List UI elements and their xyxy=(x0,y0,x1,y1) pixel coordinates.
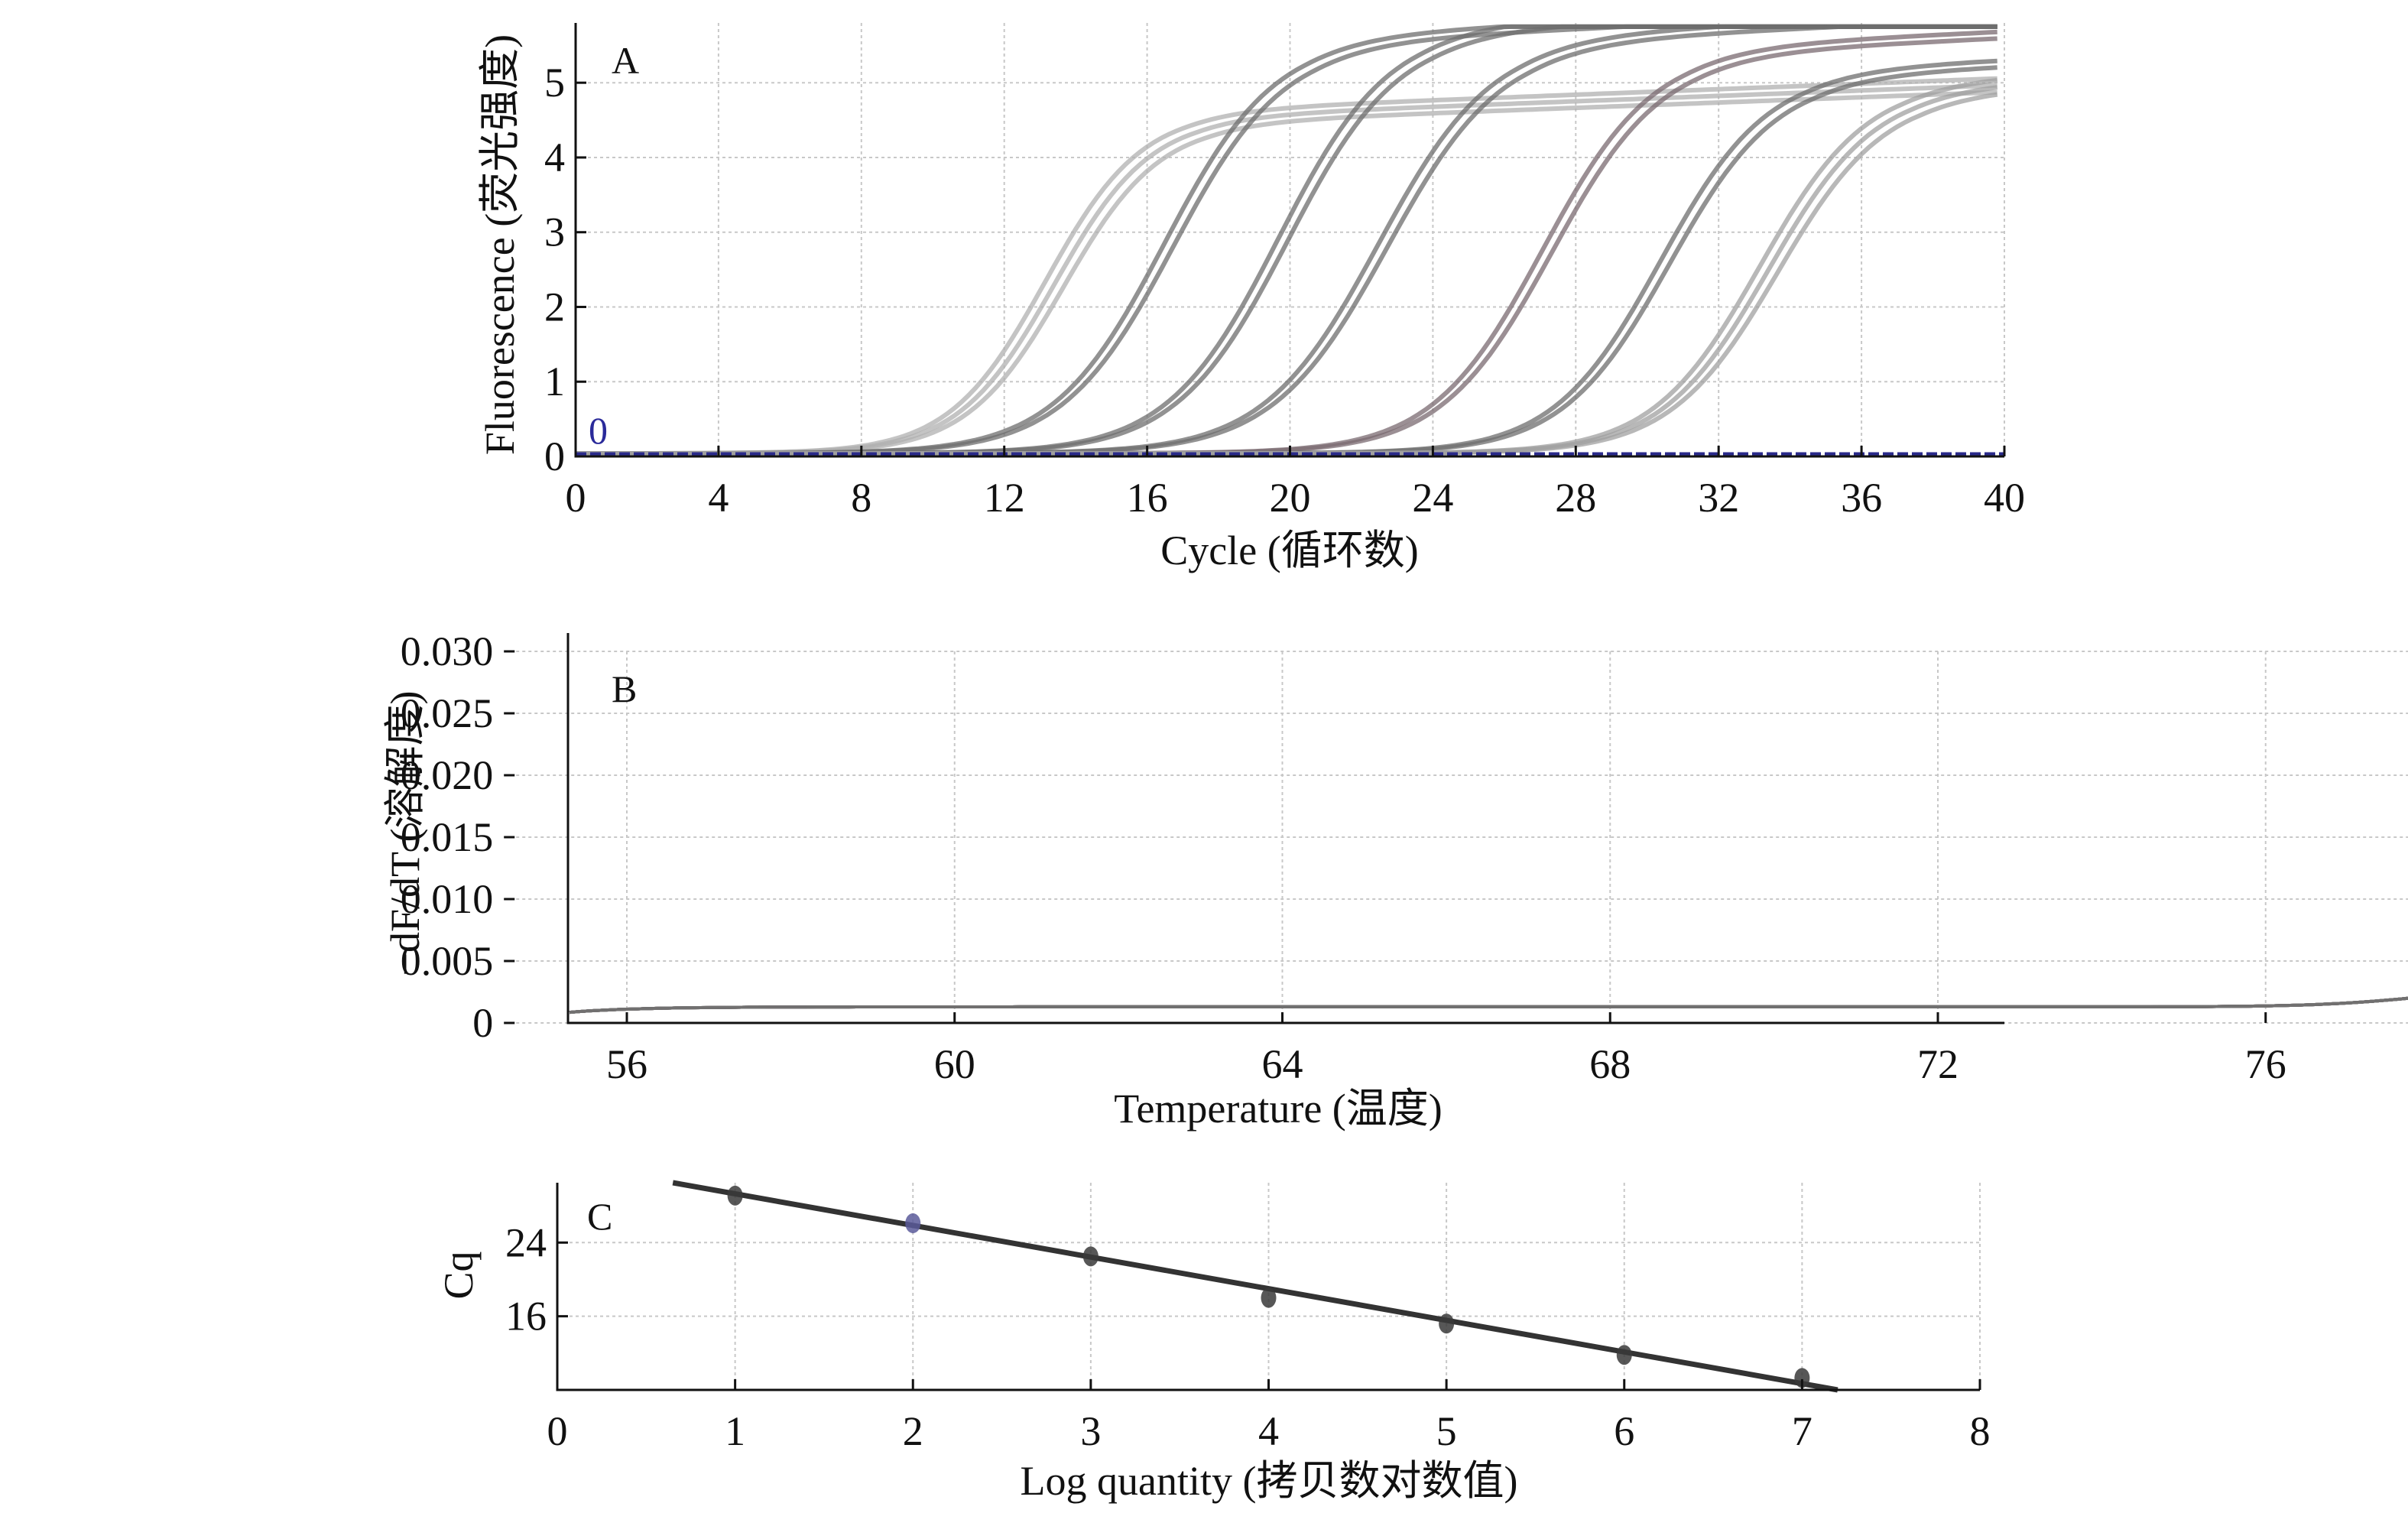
melt-curve xyxy=(569,996,2408,1015)
melt-curve xyxy=(569,996,2408,1015)
x-tick-label: 36 xyxy=(1841,475,1882,521)
x-tick-label: 0 xyxy=(547,1408,568,1454)
x-tick-label: 4 xyxy=(1258,1408,1279,1454)
x-tick-label: 3 xyxy=(1080,1408,1101,1454)
x-tick-label: 24 xyxy=(1412,475,1453,521)
panel-a-label: A xyxy=(612,39,639,82)
panel-b-melt-curve: 566064687276808488929600.0050.0100.0150.… xyxy=(382,628,2408,1132)
y-tick-label: 0 xyxy=(544,433,565,479)
y-tick-label: 0.015 xyxy=(401,814,494,860)
y-tick-label: 0.030 xyxy=(401,628,494,674)
y-tick-label: 1 xyxy=(544,359,565,404)
x-tick-label: 32 xyxy=(1698,475,1739,521)
y-tick-label: 0 xyxy=(472,1000,493,1046)
x-tick-label: 40 xyxy=(1984,475,2025,521)
x-tick-label: 28 xyxy=(1555,475,1596,521)
y-tick-label: 0.010 xyxy=(401,876,494,922)
x-tick-label: 16 xyxy=(1127,475,1168,521)
y-tick-label: 0.025 xyxy=(401,690,494,736)
data-point xyxy=(1439,1313,1455,1334)
panel-b-label: B xyxy=(612,667,637,710)
x-tick-label: 4 xyxy=(708,475,729,521)
x-tick-label: 72 xyxy=(1917,1041,1959,1087)
y-tick-label: 16 xyxy=(505,1294,547,1339)
data-point xyxy=(1794,1368,1810,1388)
data-point xyxy=(905,1213,921,1233)
x-tick-label: 5 xyxy=(1436,1408,1457,1454)
panel-b-ylabel: −dF/dT (溶解度) xyxy=(382,691,428,976)
data-point xyxy=(727,1185,743,1206)
panel-a-xlabel: Cycle (循环数) xyxy=(1160,528,1418,573)
melt-curve xyxy=(569,996,2408,1015)
y-tick-label: 0.005 xyxy=(401,938,494,984)
x-tick-label: 60 xyxy=(934,1041,975,1087)
panel-c-ylabel: Cq xyxy=(436,1251,482,1299)
x-tick-label: 1 xyxy=(725,1408,745,1454)
amplification-curve xyxy=(576,92,1998,456)
y-tick-label: 24 xyxy=(505,1219,547,1265)
x-tick-label: 12 xyxy=(984,475,1025,521)
x-tick-label: 76 xyxy=(2245,1041,2286,1087)
x-tick-label: 68 xyxy=(1589,1041,1631,1087)
melt-curve xyxy=(569,996,2408,1015)
melt-curve xyxy=(569,996,2408,1015)
x-tick-label: 6 xyxy=(1614,1408,1634,1454)
melt-curve xyxy=(569,996,2408,1015)
amplification-curve xyxy=(576,77,1998,456)
melt-curve xyxy=(569,996,2408,1015)
x-tick-label: 2 xyxy=(903,1408,923,1454)
melt-curve xyxy=(569,996,2408,1015)
melt-curve xyxy=(569,996,2408,1015)
x-tick-label: 56 xyxy=(606,1041,647,1087)
data-point xyxy=(1082,1246,1099,1267)
amplification-curve xyxy=(576,85,1998,456)
panel-c-standard-curve: 0 1 2 3 4 5 6 7 8 16 24 C Log quantity (拷贝数对数值) Cq xyxy=(436,1180,1991,1504)
x-tick-label: 64 xyxy=(1262,1041,1303,1087)
data-point xyxy=(1261,1287,1277,1308)
y-tick-label: 3 xyxy=(544,209,565,255)
melt-curve xyxy=(569,996,2408,1015)
y-tick-label: 4 xyxy=(544,135,565,180)
melt-curve xyxy=(569,996,2408,1015)
panel-b-axes xyxy=(566,633,2004,1024)
standard-curve-fit-line xyxy=(672,1180,1838,1393)
y-tick-label: 0.020 xyxy=(401,752,494,798)
melt-curve xyxy=(569,996,2408,1015)
panel-c-label: C xyxy=(587,1195,612,1238)
x-tick-label: 8 xyxy=(1970,1408,1991,1454)
x-tick-label: 8 xyxy=(851,475,871,521)
panel-a-ylabel: Fluorescence (荧光强度) xyxy=(477,34,523,455)
y-tick-label: 2 xyxy=(544,284,565,330)
x-tick-label: 0 xyxy=(566,475,586,521)
panel-a-annotation: 0 xyxy=(589,409,608,452)
y-tick-label: 5 xyxy=(544,60,565,106)
panel-b-xlabel: Temperature (温度) xyxy=(1114,1086,1443,1132)
data-point xyxy=(1616,1345,1632,1365)
x-tick-label: 20 xyxy=(1270,475,1311,521)
amplification-curve xyxy=(576,83,1997,456)
x-tick-label: 7 xyxy=(1792,1408,1812,1454)
amplification-curve xyxy=(576,89,1997,456)
panel-c-xlabel: Log quantity (拷贝数对数值) xyxy=(1021,1458,1518,1504)
